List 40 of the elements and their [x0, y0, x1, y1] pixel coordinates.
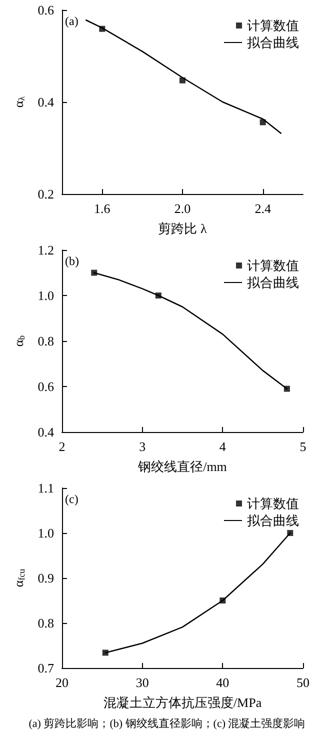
chart-title: (b) [65, 254, 79, 268]
legend-label: 计算数值 [247, 496, 299, 511]
legend-label: 计算数值 [247, 258, 299, 273]
y-axis-title: αb [11, 334, 26, 347]
y-tick-label: 0.4 [38, 94, 54, 110]
y-tick-label: 1.2 [38, 242, 54, 258]
x-tick-label: 30 [136, 675, 149, 690]
y-tick-label: 0.4 [38, 424, 54, 440]
x-axis-title: 剪跨比 λ [158, 221, 208, 236]
x-tick-label: 20 [56, 675, 68, 690]
x-tick-label: 2.0 [174, 201, 191, 216]
y-tick-label: 0.6 [38, 379, 54, 394]
y-tick-label: 0.9 [38, 570, 54, 586]
x-tick-label: 4 [219, 439, 226, 454]
y-axis-title: αλ [11, 96, 26, 108]
legend-label: 拟合曲线 [247, 275, 299, 290]
x-tick-label: 5 [300, 439, 306, 454]
y-tick-label: 0.8 [38, 616, 54, 630]
y-tick-label: 0.6 [38, 2, 54, 18]
x-tick-label: 2 [58, 439, 66, 454]
x-tick-label: 50 [296, 675, 310, 690]
y-tick-label: 1.0 [38, 288, 54, 303]
chart-title: (c) [65, 492, 78, 506]
legend-label: 拟合曲线 [247, 513, 299, 528]
x-tick-label: 40 [216, 675, 230, 690]
y-tick-label: 0.8 [38, 334, 54, 348]
y-tick-label: 1.0 [38, 526, 54, 540]
y-axis-title: αfcu [11, 568, 26, 588]
x-axis-title: 混凝土立方体抗压强度/MPa [103, 695, 262, 710]
x-tick-label: 1.6 [94, 201, 111, 216]
legend-label: 拟合曲线 [247, 35, 299, 50]
y-tick-label: 1.1 [38, 480, 54, 496]
legend-label: 计算数值 [247, 18, 299, 33]
chart-title: (a) [65, 14, 78, 28]
text: (a) 剪跨比影响；(b) 钢绞线直径影响；(c) 混凝土强度影响 [28, 716, 306, 731]
y-tick-label: 0.2 [38, 186, 54, 202]
x-tick-label: 2.4 [254, 201, 272, 216]
x-axis-title: 钢绞线直径/mm [137, 459, 227, 474]
x-tick-label: 3 [139, 439, 146, 454]
y-tick-label: 0.7 [38, 660, 54, 676]
